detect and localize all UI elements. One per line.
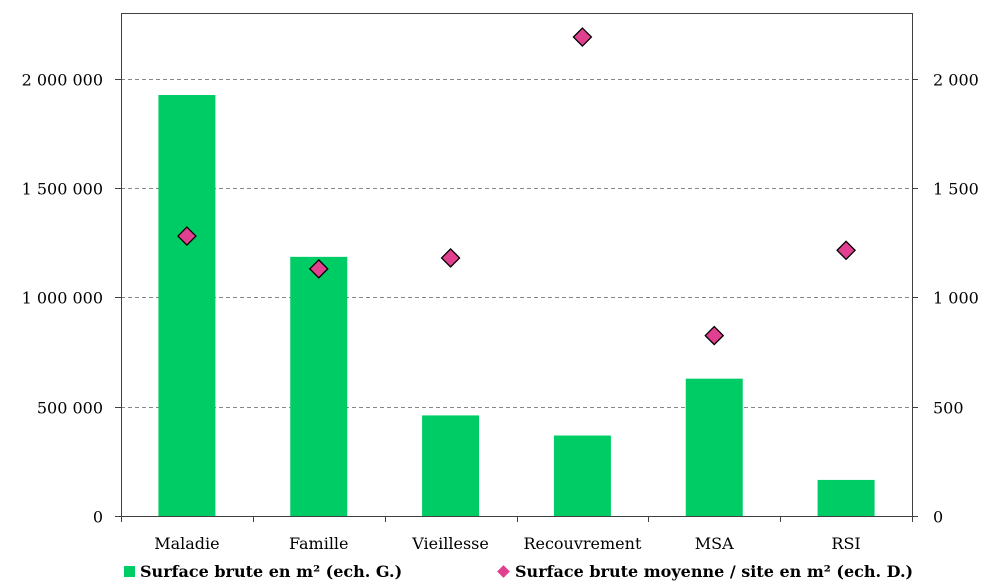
legend: Surface brute en m² (ech. G.) Surface br… <box>0 558 984 588</box>
bar <box>685 378 743 516</box>
bar <box>158 95 216 517</box>
bar <box>817 479 875 516</box>
legend-swatch-diamond <box>497 565 510 578</box>
legend-item-bar-series: Surface brute en m² (ech. G.) <box>124 562 402 581</box>
bar <box>422 415 480 516</box>
y-left-tick-label: 1 500 000 <box>22 180 103 199</box>
x-tick-label: Maladie <box>154 534 219 553</box>
y-right-tick-label: 0 <box>933 508 943 527</box>
scatter-point <box>308 258 329 279</box>
y-left-tick-label: 0 <box>93 508 103 527</box>
scatter-point <box>176 226 197 246</box>
x-tick-label: RSI <box>831 534 860 553</box>
y-left-tick-label: 500 000 <box>37 399 103 418</box>
y-right-tick-label: 1 500 <box>933 180 979 199</box>
x-tick-label: Vieillesse <box>411 534 489 553</box>
x-tick-label: Famille <box>289 534 349 553</box>
y-right-tick-label: 2 000 <box>933 71 979 90</box>
legend-swatch-bar <box>124 566 135 577</box>
bar <box>290 256 348 516</box>
legend-item-diamond-series: Surface brute moyenne / site en m² (ech.… <box>497 562 913 581</box>
legend-label-bar-series: Surface brute en m² (ech. G.) <box>140 562 403 581</box>
bar <box>553 435 611 516</box>
y-left-tick-label: 2 000 000 <box>22 71 103 90</box>
scatter-point <box>572 27 593 47</box>
chart: 0 500 000 1 000 000 1 500 000 2 000 000 0 500 1… <box>22 13 979 553</box>
scatter-point <box>836 240 857 261</box>
y-right-tick-label: 500 <box>933 399 964 418</box>
y-right-tick-label: 1 000 <box>933 289 979 308</box>
legend-label-diamond-series: Surface brute moyenne / site en m² (ech.… <box>515 562 914 581</box>
y-left-tick-label: 1 000 000 <box>22 289 103 308</box>
scatter-point <box>704 325 725 346</box>
scatter-point <box>440 248 461 268</box>
plot-frame <box>121 13 913 517</box>
x-tick-label: Recouvrement <box>523 534 642 553</box>
x-tick-label: MSA <box>695 534 734 553</box>
